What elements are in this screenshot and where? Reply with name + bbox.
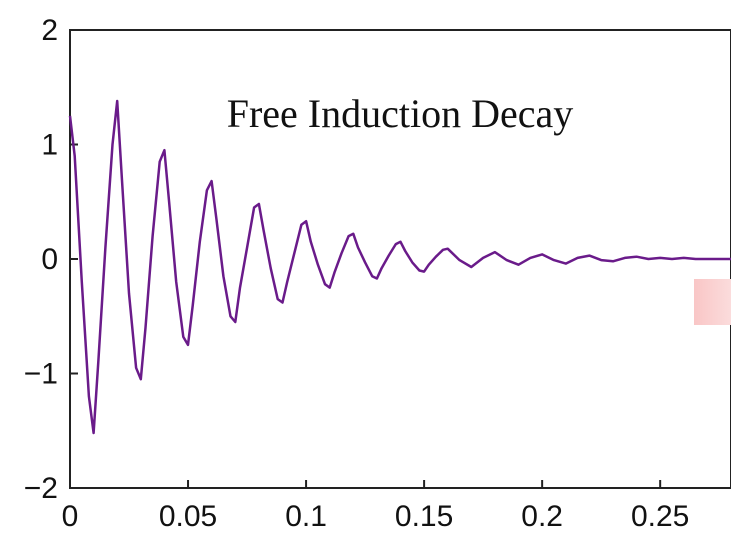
x-tick-label: 0 bbox=[62, 500, 79, 533]
y-axis-ticks: 2 1 0 −1 −2 bbox=[24, 14, 78, 505]
x-tick-label: 0.05 bbox=[159, 500, 217, 533]
y-tick-label: 1 bbox=[41, 129, 58, 162]
x-tick-label: 0.25 bbox=[631, 500, 689, 533]
chart-annotation: Free Induction Decay bbox=[227, 91, 574, 136]
y-tick-label: −2 bbox=[24, 472, 58, 505]
plot-area: 2 1 0 −1 −2 0 0.05 0.1 0.15 0.2 0.25 bbox=[24, 14, 731, 533]
series-line bbox=[68, 99, 731, 435]
x-tick-label: 0.15 bbox=[395, 500, 453, 533]
series-layer bbox=[68, 99, 731, 435]
x-tick-label: 0.1 bbox=[285, 500, 327, 533]
x-tick-label: 0.2 bbox=[521, 500, 563, 533]
y-tick-label: 2 bbox=[41, 14, 58, 47]
side-color-block bbox=[694, 279, 731, 325]
y-tick-label: 0 bbox=[41, 243, 58, 276]
y-tick-label: −1 bbox=[24, 358, 58, 391]
x-axis-ticks: 0 0.05 0.1 0.15 0.2 0.25 bbox=[62, 480, 689, 533]
